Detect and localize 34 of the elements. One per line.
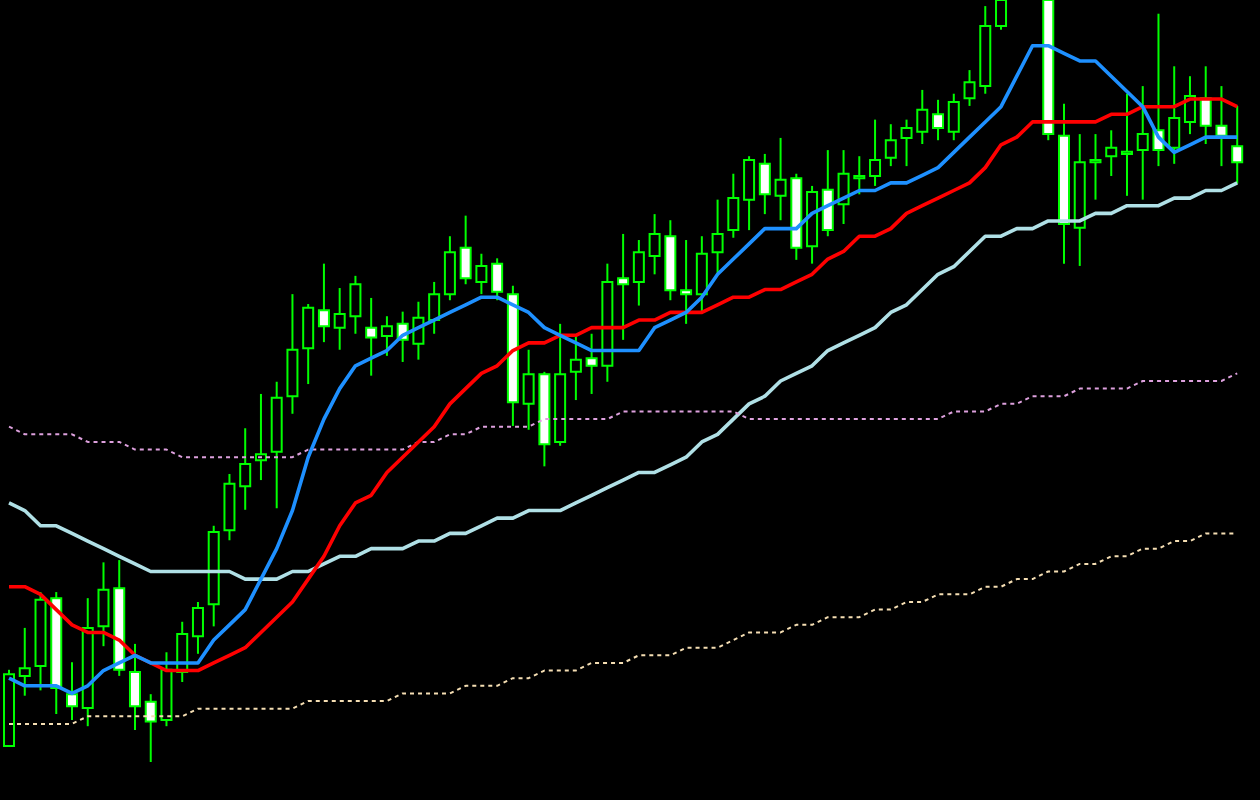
candlestick bbox=[239, 427, 252, 511]
candlestick bbox=[365, 296, 378, 377]
candlestick bbox=[869, 118, 882, 187]
candlestick bbox=[286, 293, 299, 415]
candlestick bbox=[617, 232, 630, 341]
candlestick bbox=[66, 661, 78, 722]
candlestick bbox=[380, 315, 393, 357]
candlestick bbox=[569, 335, 582, 402]
candlestick bbox=[317, 262, 330, 344]
candlestick bbox=[1231, 104, 1244, 185]
candlestick bbox=[18, 626, 31, 697]
candlestick bbox=[302, 303, 315, 386]
candlestick bbox=[1120, 92, 1133, 197]
candlestick bbox=[695, 235, 708, 315]
candlestick bbox=[491, 257, 504, 302]
candlestick bbox=[711, 198, 724, 276]
candlestick bbox=[1105, 129, 1118, 178]
candlestick bbox=[128, 642, 141, 731]
candlestick bbox=[632, 239, 645, 307]
candlestick bbox=[1168, 65, 1181, 165]
candlestick bbox=[223, 472, 236, 542]
candlestick bbox=[947, 92, 960, 142]
candlestick bbox=[884, 123, 897, 168]
candlestick bbox=[428, 280, 441, 335]
candlestick bbox=[821, 149, 834, 238]
candlestick bbox=[97, 561, 110, 648]
candlestick bbox=[758, 152, 771, 216]
candlestick bbox=[680, 239, 693, 325]
candlestick bbox=[727, 172, 740, 239]
candlestick bbox=[932, 98, 945, 142]
candlestick bbox=[743, 155, 756, 232]
candlestick bbox=[254, 392, 267, 482]
candlestick bbox=[191, 600, 204, 655]
candlestick bbox=[443, 235, 456, 302]
